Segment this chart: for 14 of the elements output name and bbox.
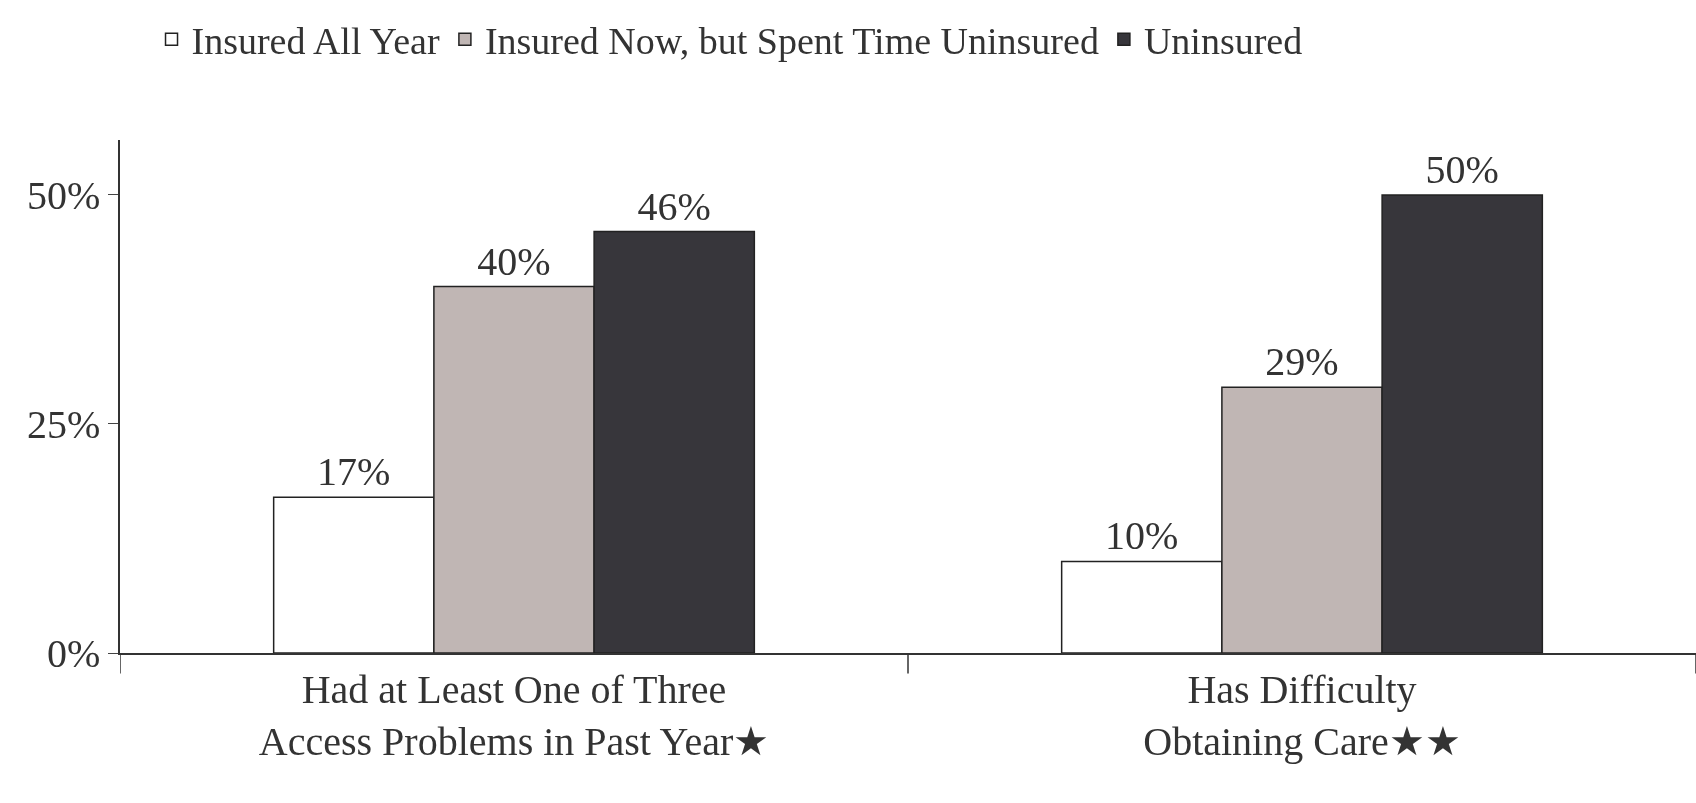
- data-label: 17%: [317, 449, 391, 495]
- y-tick-label: 25%: [26, 401, 101, 447]
- x-tick-label: Had at Least One of Three Access Problems in Past Year★: [258, 666, 770, 764]
- data-label: 10%: [1105, 513, 1179, 559]
- data-label: 46%: [637, 183, 711, 229]
- legend-label: Insured All Year: [191, 20, 440, 63]
- data-label: 50%: [1425, 146, 1499, 192]
- legend-label: Insured Now, but Spent Time Uninsured: [484, 20, 1099, 63]
- data-label: 40%: [477, 238, 551, 284]
- legend-label: Uninsured: [1143, 20, 1303, 63]
- y-tick-label: 50%: [26, 172, 101, 218]
- data-label: 29%: [1265, 339, 1339, 385]
- x-tick-label: Has Difficulty Obtaining Care★★: [1143, 666, 1461, 764]
- y-tick-label: 0%: [46, 631, 101, 676]
